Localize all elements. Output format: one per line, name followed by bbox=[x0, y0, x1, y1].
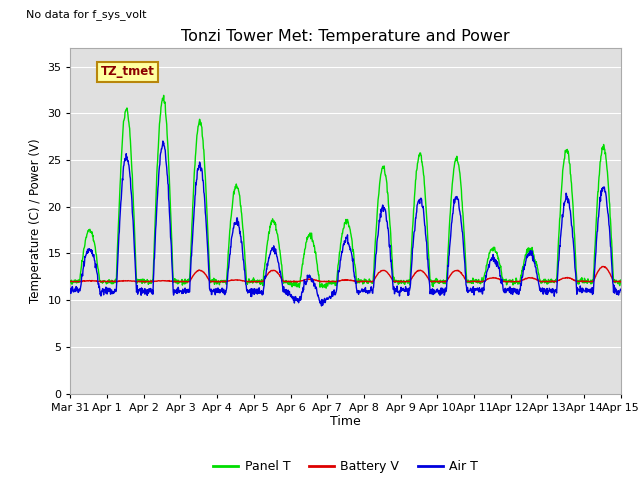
Text: No data for f_sys_volt: No data for f_sys_volt bbox=[26, 10, 147, 20]
Legend: Panel T, Battery V, Air T: Panel T, Battery V, Air T bbox=[208, 455, 483, 478]
Title: Tonzi Tower Met: Temperature and Power: Tonzi Tower Met: Temperature and Power bbox=[181, 29, 510, 44]
X-axis label: Time: Time bbox=[330, 415, 361, 429]
Text: TZ_tmet: TZ_tmet bbox=[100, 65, 154, 78]
Y-axis label: Temperature (C) / Power (V): Temperature (C) / Power (V) bbox=[29, 139, 42, 303]
